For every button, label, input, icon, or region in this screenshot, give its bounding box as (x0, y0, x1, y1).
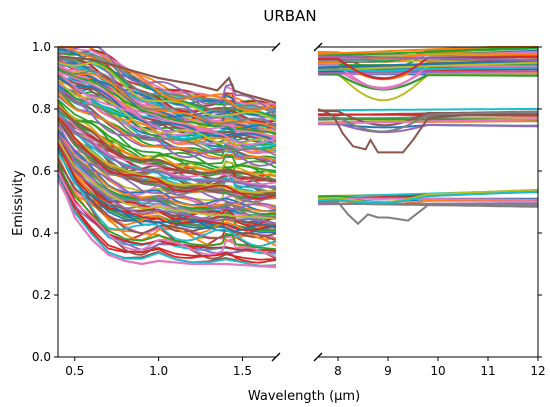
series-line-left (57, 152, 277, 247)
left-series-group (57, 46, 277, 269)
series-line-right (317, 109, 539, 127)
series-line-left (57, 109, 277, 182)
right-x-tick-label: 10 (430, 364, 445, 378)
x-axis-label: Wavelength (μm) (248, 389, 360, 404)
axis-break-marker (271, 42, 281, 52)
series-line-left (57, 67, 277, 134)
series-line-left (57, 143, 277, 225)
left-panel: 0.0 0.2 0.4 0.6 0.8 1.0 0.5 1.0 1.5 (32, 40, 281, 378)
series-line-right (317, 118, 539, 125)
series-line-right (317, 122, 539, 134)
series-line-left (57, 68, 277, 135)
series-line-left (57, 135, 277, 227)
series-line-left (57, 90, 276, 163)
series-line-left (57, 148, 277, 233)
series-line-left (57, 119, 277, 197)
series-line-left (57, 163, 277, 250)
right-panel: 8 9 10 11 12 (313, 42, 546, 378)
series-line-right (317, 110, 539, 133)
series-line-left (57, 157, 277, 242)
right-x-tick-label: 8 (334, 364, 342, 378)
series-line-left (57, 132, 277, 210)
highlighted-series-line-left (57, 179, 277, 269)
series-line-left (57, 53, 277, 116)
left-x-tick-label: 0.5 (65, 364, 84, 378)
series-line-right (317, 55, 539, 62)
series-line-left (57, 62, 277, 128)
y-tick-label: 0.0 (32, 350, 51, 364)
series-line-left (57, 110, 277, 189)
series-line-left (57, 104, 277, 180)
series-line-left (57, 139, 277, 220)
series-line-left (57, 117, 277, 199)
right-series-group (317, 46, 539, 226)
right-x-tick-label: 12 (530, 364, 545, 378)
series-line-left (57, 73, 277, 143)
left-x-tick-label: 1.0 (149, 364, 168, 378)
series-line-left (57, 106, 277, 181)
y-axis-label: Emissivity (11, 170, 26, 236)
series-line-left (57, 168, 277, 254)
series-line-left (57, 170, 277, 258)
series-line-left (57, 133, 277, 216)
chart-title: URBAN (263, 7, 316, 25)
series-line-left (57, 170, 277, 264)
series-line-left (58, 46, 277, 106)
series-line-left (57, 55, 277, 123)
series-line-left (57, 161, 277, 254)
y-tick-label: 0.2 (32, 288, 51, 302)
series-line-left (57, 123, 277, 204)
series-line-right (317, 188, 539, 204)
series-line-right (318, 51, 538, 60)
y-tick-label: 0.4 (32, 226, 51, 240)
series-line-left (57, 72, 277, 146)
series-line-left (57, 176, 276, 267)
right-x-tick-label: 11 (480, 364, 495, 378)
series-line-left (57, 105, 277, 181)
highlighted-series-line-right (318, 201, 538, 226)
series-line-left (57, 115, 276, 194)
series-line-left (57, 116, 277, 203)
series-line-left (57, 88, 277, 167)
left-axes: 0.0 0.2 0.4 0.6 0.8 1.0 0.5 1.0 1.5 (32, 40, 281, 378)
series-line-left (57, 164, 277, 252)
series-line-left (57, 115, 276, 193)
series-line-right (317, 107, 538, 112)
series-line-right (317, 190, 539, 204)
axis-break-marker (271, 352, 281, 362)
series-line-left (57, 66, 277, 128)
axis-break-marker (313, 42, 323, 52)
y-tick-label: 0.6 (32, 164, 51, 178)
series-line-left (57, 141, 277, 225)
series-line-left (57, 155, 277, 249)
series-line-right (317, 47, 539, 57)
axis-break-marker (313, 352, 323, 362)
series-line-left (57, 116, 277, 200)
series-line-left (57, 112, 277, 189)
series-line-right (317, 73, 539, 91)
series-line-left (57, 66, 277, 130)
series-line-left (57, 77, 277, 143)
series-line-left (57, 138, 277, 220)
right-x-tick-label: 9 (384, 364, 392, 378)
y-tick-label: 0.8 (32, 102, 51, 116)
series-line-left (57, 171, 276, 261)
series-line-left (57, 107, 277, 186)
series-line-left (57, 83, 277, 153)
series-line-left (57, 60, 277, 122)
y-tick-label: 1.0 (32, 40, 51, 54)
series-line-right (317, 59, 539, 69)
left-x-tick-label: 1.5 (233, 364, 252, 378)
series-line-right (317, 197, 539, 201)
series-line-left (57, 89, 277, 157)
highlighted-series-line-right (317, 108, 538, 154)
series-line-left (57, 71, 277, 140)
highlighted-series-line-left (57, 55, 277, 104)
right-axes: 8 9 10 11 12 (313, 42, 546, 378)
